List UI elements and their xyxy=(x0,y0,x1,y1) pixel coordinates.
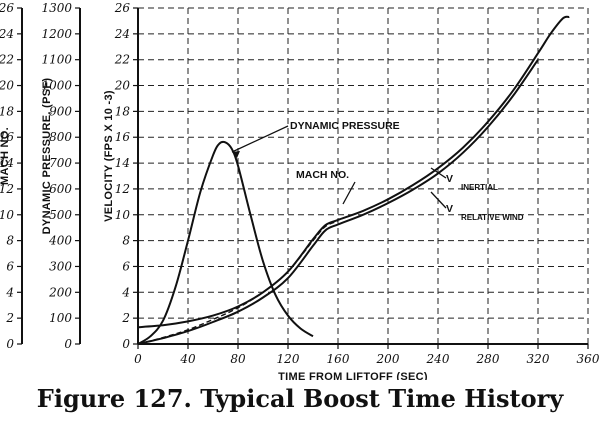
grid-lines xyxy=(138,7,589,344)
series-line-v-inertial xyxy=(137,15,570,329)
y-tick-label: 24 xyxy=(114,27,130,41)
annotation-v-relative-sub: RELATIVE WIND xyxy=(461,213,524,222)
y-tick-label: 0 xyxy=(122,337,130,351)
y-tick-label: 300 xyxy=(49,259,72,273)
y-tick-label: 26 xyxy=(0,1,14,15)
y-tick-label: 1100 xyxy=(41,53,72,67)
y-tick-label: 700 xyxy=(49,156,72,170)
annotations: DYNAMIC PRESSURE MACH NO. V INERTIAL V RELATI… xyxy=(231,120,524,222)
series-line-dynamic-pressure xyxy=(137,140,314,345)
x-tick-label: 160 xyxy=(327,352,350,366)
y-tick-label: 8 xyxy=(122,234,130,248)
x-tick-label: 200 xyxy=(376,352,400,366)
series-line-mach-no- xyxy=(137,220,339,345)
y-tick-label: 16 xyxy=(0,130,14,144)
y-tick-label: 6 xyxy=(122,259,130,273)
y-tick-label: 100 xyxy=(49,311,72,325)
y-tick-label: 2 xyxy=(121,311,130,325)
y-tick-label: 18 xyxy=(115,104,131,118)
y-tick-label: 16 xyxy=(115,130,131,144)
x-axis-title: TIME FROM LIFTOFF (SEC) xyxy=(278,371,428,380)
x-tick-label: 360 xyxy=(577,352,600,366)
annotation-v-inertial-sub: INERTIAL xyxy=(461,183,498,192)
y-tick-label: 6 xyxy=(6,259,14,273)
y-tick-label: 18 xyxy=(0,104,14,118)
y-tick-label: 1300 xyxy=(41,1,72,15)
y-tick-label: 200 xyxy=(48,285,72,299)
x-tick-label: 120 xyxy=(277,352,300,366)
y-tick-label: 900 xyxy=(49,104,72,118)
x-tick-label: 280 xyxy=(476,352,500,366)
x-tick-label: 80 xyxy=(230,352,246,366)
series-line-v-relative-wind xyxy=(137,59,539,345)
y-tick-label: 600 xyxy=(49,182,72,196)
x-tick-label: 240 xyxy=(426,352,450,366)
y-axis-title-0: MACH NO. xyxy=(0,127,11,185)
annotation-mach: MACH NO. xyxy=(296,169,349,181)
y-tick-label: 400 xyxy=(48,234,72,248)
y-tick-label: 0 xyxy=(64,337,72,351)
y-tick-label: 1000 xyxy=(41,79,72,93)
leader-mach xyxy=(342,181,356,205)
x-tick-label: 40 xyxy=(179,352,196,366)
arrowhead-dynamic-pressure xyxy=(232,151,240,158)
y-tick-label: 22 xyxy=(114,53,130,67)
y-tick-label: 10 xyxy=(115,208,131,222)
y-tick-label: 4 xyxy=(121,285,130,299)
y-tick-label: 1200 xyxy=(41,27,72,41)
y-tick-label: 500 xyxy=(49,208,72,222)
y-tick-label: 14 xyxy=(115,156,130,170)
leader-v-relative xyxy=(430,191,447,209)
y-axis-title-1: DYNAMIC PRESSURE, (PSF) xyxy=(41,78,53,235)
y-tick-label: 20 xyxy=(114,79,131,93)
y-tick-label: 14 xyxy=(0,156,14,170)
y-tick-label: 2 xyxy=(5,311,14,325)
y-tick-label: 20 xyxy=(0,79,14,93)
y-tick-label: 24 xyxy=(0,27,14,41)
annotation-v-inertial: V xyxy=(446,173,453,185)
y-tick-label: 12 xyxy=(115,182,130,196)
annotation-v-relative: V xyxy=(446,203,453,215)
y-tick-label: 26 xyxy=(114,1,131,15)
annotation-dynamic-pressure: DYNAMIC PRESSURE xyxy=(290,120,400,132)
y-axis-title-2: VELOCITY (FPS X 10 -3) xyxy=(103,90,115,222)
y-tick-label: 0 xyxy=(6,337,14,351)
y-tick-label: 22 xyxy=(0,53,14,67)
y-tick-label: 8 xyxy=(6,234,14,248)
y-tick-label: 800 xyxy=(49,130,72,144)
curves xyxy=(137,15,570,345)
leader-v-inertial xyxy=(430,167,447,179)
figure-caption: Figure 127. Typical Boost Time History xyxy=(36,384,564,413)
x-tick-label: 0 xyxy=(134,352,142,366)
y-tick-label: 12 xyxy=(0,182,14,196)
leader-dynamic-pressure xyxy=(231,125,289,153)
x-tick-label: 320 xyxy=(527,352,550,366)
y-tick-label: 10 xyxy=(0,208,14,222)
y-tick-label: 4 xyxy=(5,285,14,299)
